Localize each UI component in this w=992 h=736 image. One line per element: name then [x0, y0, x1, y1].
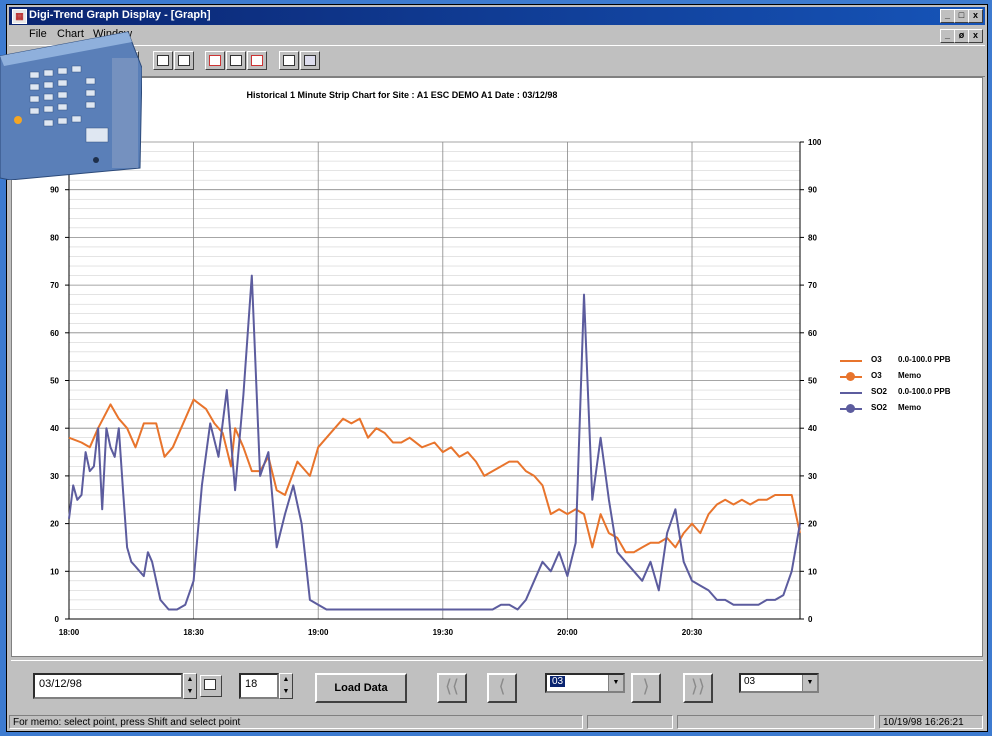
hour-field[interactable]: 18	[239, 673, 279, 699]
date-spinner[interactable]: ▲ ▼	[183, 673, 197, 699]
legend-series-desc: 0.0-100.0 PPB	[898, 387, 951, 396]
chart-area: Historical 1 Minute Strip Chart for Site…	[11, 77, 983, 657]
y-tick-label-right: 100	[808, 138, 822, 147]
calendar-picker-icon[interactable]	[200, 675, 222, 697]
datalogger-device-image	[0, 31, 142, 180]
x-tick-label: 20:30	[682, 628, 703, 637]
y-tick-label-left: 90	[50, 186, 59, 195]
legend-line-swatch	[840, 360, 862, 362]
y-tick-label-right: 10	[808, 567, 817, 576]
date-field[interactable]: 03/12/98	[33, 673, 183, 699]
series-combo-value: 03	[550, 676, 566, 687]
legend-series-name: O3	[871, 371, 882, 380]
table-icon[interactable]	[279, 51, 299, 70]
y-tick-label-left: 50	[50, 377, 59, 386]
menu-chart[interactable]: Chart	[57, 28, 84, 40]
y-tick-label-left: 0	[55, 615, 60, 624]
x-tick-label: 20:00	[557, 628, 578, 637]
legend-series-desc: Memo	[898, 403, 922, 412]
close-button[interactable]: x	[968, 9, 983, 23]
print-icon[interactable]	[153, 51, 173, 70]
y-tick-label-left: 70	[50, 281, 59, 290]
channel-combo-value: 03	[744, 676, 756, 687]
y-tick-label-left: 80	[50, 233, 59, 242]
chart-title: Historical 1 Minute Strip Chart for Site…	[246, 90, 558, 100]
status-bar: For memo: select point, press Shift and …	[9, 713, 985, 731]
y-tick-label-left: 30	[50, 472, 59, 481]
x-tick-label: 19:30	[433, 628, 454, 637]
chevron-down-icon[interactable]: ▼	[802, 675, 817, 691]
child-restore-button[interactable]: ø	[954, 29, 969, 43]
y-tick-label-right: 80	[808, 233, 817, 242]
next-button[interactable]: ⟩	[631, 673, 661, 703]
y-tick-label-left: 10	[50, 567, 59, 576]
strip-chart[interactable]: 18:00 18:30 19:00 19:30 20:00 20:30 0 0 10 10 20 20…	[12, 78, 832, 648]
menu-file[interactable]: File	[29, 28, 47, 40]
y-tick-label-right: 20	[808, 520, 817, 529]
y-tick-label-right: 50	[808, 377, 817, 386]
control-panel: 03/12/98 ▲ ▼ 18 ▲ ▼ Load Data ⟨⟨ ⟨ 03 ▼ ⟩ …	[11, 660, 983, 711]
graph-icon[interactable]	[300, 51, 320, 70]
y-tick-label-right: 60	[808, 329, 817, 338]
y-tick-label-right: 70	[808, 281, 817, 290]
o3-series-line	[68, 398, 801, 554]
window-title: Digi-Trend Graph Display - [Graph]	[29, 9, 211, 21]
app-window: ▦ Digi-Trend Graph Display - [Graph] _ □…	[6, 4, 988, 732]
legend-dot-swatch	[846, 372, 855, 381]
so2-series-line	[68, 274, 801, 611]
hour-spinner[interactable]: ▲ ▼	[279, 673, 293, 699]
legend-dot-swatch	[846, 404, 855, 413]
legend-series-desc: 0.0-100.0 PPB	[898, 355, 951, 364]
child-close-button[interactable]: x	[968, 29, 983, 43]
blank-chart-icon[interactable]	[226, 51, 246, 70]
x-tick-label: 18:00	[59, 628, 80, 637]
x-tick-label: 18:30	[183, 628, 204, 637]
status-panel	[587, 715, 673, 729]
status-panel	[677, 715, 875, 729]
toolbar	[9, 45, 985, 77]
channel-combo[interactable]: 03 ▼	[739, 673, 819, 693]
calendar-icon[interactable]	[174, 51, 194, 70]
area-chart-icon[interactable]	[247, 51, 267, 70]
y-tick-label-right: 90	[808, 186, 817, 195]
x-tick-label: 19:00	[308, 628, 329, 637]
first-page-button[interactable]: ⟨⟨	[437, 673, 467, 703]
chart-icon[interactable]	[205, 51, 225, 70]
title-bar[interactable]: ▦ Digi-Trend Graph Display - [Graph] _ □…	[9, 7, 985, 25]
chevron-down-icon[interactable]: ▼	[608, 675, 623, 691]
legend-series-name: SO2	[871, 387, 888, 396]
legend-series-desc: Memo	[898, 371, 922, 380]
minimize-button[interactable]: _	[940, 9, 955, 23]
last-page-button[interactable]: ⟩⟩	[683, 673, 713, 703]
child-minimize-button[interactable]: _	[940, 29, 955, 43]
status-timestamp: 10/19/98 16:26:21	[879, 715, 983, 729]
legend-series-name: SO2	[871, 403, 888, 412]
legend-line-swatch	[840, 392, 862, 394]
series-combo[interactable]: 03 ▼	[545, 673, 625, 693]
previous-button[interactable]: ⟨	[487, 673, 517, 703]
app-icon[interactable]: ▦	[12, 9, 27, 24]
y-tick-label-left: 20	[50, 520, 59, 529]
legend-series-name: O3	[871, 355, 882, 364]
status-message: For memo: select point, press Shift and …	[9, 715, 583, 729]
y-tick-label-right: 40	[808, 424, 817, 433]
menu-bar: File Chart Window _ ø x	[9, 27, 985, 43]
y-tick-label-right: 0	[808, 615, 813, 624]
load-data-button[interactable]: Load Data	[315, 673, 407, 703]
maximize-button[interactable]: □	[954, 9, 969, 23]
y-tick-label-left: 40	[50, 424, 59, 433]
y-tick-label-right: 30	[808, 472, 817, 481]
y-tick-label-left: 60	[50, 329, 59, 338]
